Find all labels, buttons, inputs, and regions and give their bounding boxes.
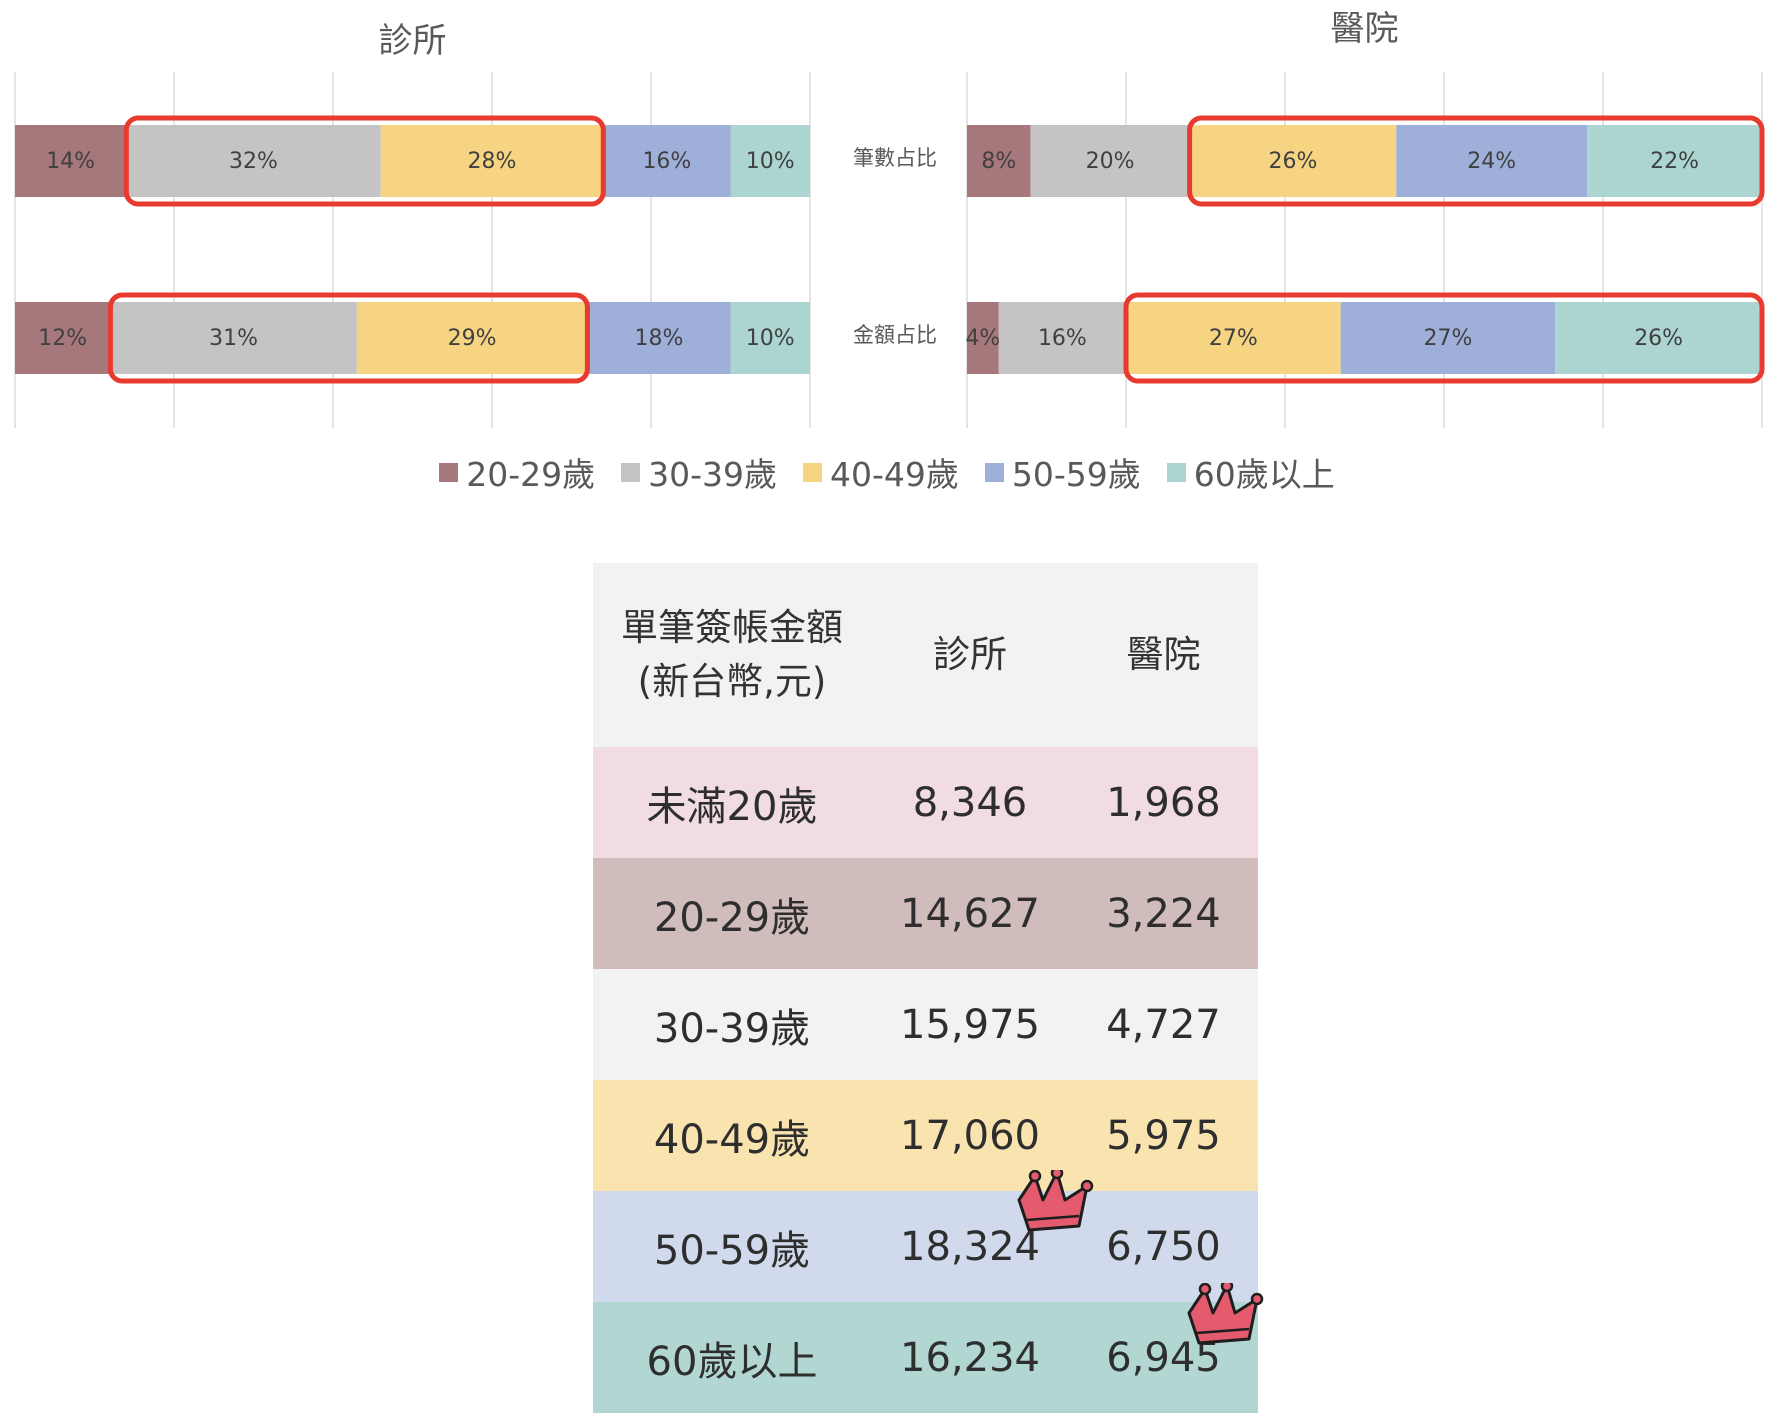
data-label: 8% xyxy=(981,149,1016,174)
crown-icon xyxy=(1017,1170,1094,1232)
legend-label: 60歲以上 xyxy=(1193,455,1335,494)
legend-label: 30-39歲 xyxy=(648,455,777,494)
bar-segment-60 xyxy=(1555,302,1762,374)
cell-age: 50-59歲 xyxy=(653,1227,811,1274)
cell-age: 60歲以上 xyxy=(646,1338,818,1385)
legend-label: 20-29歲 xyxy=(466,455,596,494)
legend-swatch xyxy=(984,462,1004,482)
legend-label: 40-49歲 xyxy=(830,455,959,494)
bar-segment-30-39 xyxy=(1030,125,1190,197)
highlight-box xyxy=(123,115,606,207)
category-label: 金額占比 xyxy=(853,323,937,347)
legend-item: 40-49歲 xyxy=(803,448,959,496)
data-label: 22% xyxy=(1650,149,1699,174)
bar-segment-60 xyxy=(730,302,810,374)
panel-title: 醫院 xyxy=(1331,9,1399,49)
bar-segment-40-49 xyxy=(1126,302,1341,374)
cell-age: 30-39歲 xyxy=(653,1005,811,1052)
data-label: 10% xyxy=(746,149,795,174)
legend-swatch xyxy=(1166,462,1186,482)
data-label: 24% xyxy=(1467,149,1516,174)
legend-swatch xyxy=(621,462,641,482)
highlight-box xyxy=(1123,292,1765,384)
header-hospital: 醫院 xyxy=(1126,633,1201,677)
bar-segment-50-59 xyxy=(587,302,731,374)
amount-table: 單筆簽帳金額 (新台幣,元) 診所 醫院 未滿20歲 8,346 1,968 20-2… xyxy=(593,563,1258,1413)
table-row: 30-39歲 15,975 4,727 xyxy=(593,969,1258,1080)
data-label: 27% xyxy=(1209,326,1258,351)
data-label: 14% xyxy=(46,149,95,174)
data-label: 4% xyxy=(965,326,1000,351)
data-label: 16% xyxy=(642,149,691,174)
data-label: 16% xyxy=(1038,326,1087,351)
table-row: 未滿20歲 8,346 1,968 xyxy=(593,747,1258,858)
cell-hospital: 6,750 xyxy=(1106,1223,1221,1270)
panel-title: 診所 xyxy=(379,21,447,61)
data-label: 26% xyxy=(1634,326,1683,351)
data-label: 32% xyxy=(229,149,278,174)
header-amount-line2: (新台幣,元) xyxy=(637,660,827,703)
legend-item: 60歲以上 xyxy=(1166,448,1335,496)
bar-segment-20-29 xyxy=(967,125,1031,197)
bar-segment-60 xyxy=(730,125,810,197)
chart-legend: 20-29歲 30-39歲 40-49歲 50-59歲 60歲以上 xyxy=(0,448,1774,496)
cell-clinic: 14,627 xyxy=(900,890,1040,937)
legend-item: 50-59歲 xyxy=(984,448,1141,496)
stacked-bar-chart: 診所 14% 32% 28% 16% 10% 12% 31% 29% 18% 10% 醫院 8% 20% 2… xyxy=(14,9,1765,428)
data-label: 29% xyxy=(448,326,497,351)
cell-clinic: 16,234 xyxy=(900,1334,1040,1381)
table-row: 20-29歲 14,627 3,224 xyxy=(593,858,1258,969)
data-label: 28% xyxy=(468,149,517,174)
bar-segment-20-29 xyxy=(15,125,127,197)
bar-segment-60 xyxy=(1587,125,1762,197)
legend-swatch xyxy=(439,462,459,482)
data-label: 27% xyxy=(1424,326,1473,351)
table-header-row: 單筆簽帳金額 (新台幣,元) 診所 醫院 xyxy=(593,563,1258,747)
legend-item: 20-29歲 xyxy=(439,448,595,496)
cell-age: 未滿20歲 xyxy=(646,783,818,830)
header-clinic: 診所 xyxy=(933,633,1007,677)
cell-clinic: 8,346 xyxy=(912,779,1028,826)
header-amount: 單筆簽帳金額 (新台幣,元) xyxy=(593,563,871,747)
legend-item: 30-39歲 xyxy=(621,448,777,496)
cell-clinic: 17,060 xyxy=(900,1112,1040,1159)
bar-segment-50-59 xyxy=(1396,125,1588,197)
cell-hospital: 3,224 xyxy=(1106,890,1221,937)
cell-hospital: 5,975 xyxy=(1106,1112,1221,1159)
table-row: 60歲以上 16,234 6,945 xyxy=(593,1302,1258,1413)
highlight-box xyxy=(1187,115,1765,207)
cell-hospital: 1,968 xyxy=(1106,779,1221,826)
data-label: 31% xyxy=(209,326,258,351)
legend-label: 50-59歲 xyxy=(1011,455,1141,494)
bar-segment-20-29 xyxy=(967,302,999,374)
bar-segment-20-29 xyxy=(15,302,111,374)
table-row: 40-49歲 17,060 5,975 xyxy=(593,1080,1258,1191)
table-row: 50-59歲 18,324 6,750 xyxy=(593,1191,1258,1302)
bar-segment-40-49 xyxy=(1189,125,1397,197)
crown-icon xyxy=(1187,1283,1264,1345)
header-amount-line1: 單筆簽帳金額 xyxy=(621,606,843,650)
bar-segment-50-59 xyxy=(1340,302,1556,374)
data-label: 12% xyxy=(38,326,87,351)
bar-segment-50-59 xyxy=(603,125,731,197)
cell-hospital: 4,727 xyxy=(1106,1001,1221,1048)
category-label: 筆數占比 xyxy=(853,146,937,170)
bar-segment-30-39 xyxy=(110,302,357,374)
bar-segment-30-39 xyxy=(126,125,381,197)
bar-segment-30-39 xyxy=(998,302,1126,374)
data-label: 18% xyxy=(634,326,683,351)
data-label: 10% xyxy=(746,326,795,351)
data-label: 26% xyxy=(1268,149,1317,174)
legend-swatch xyxy=(803,462,822,482)
cell-clinic: 15,975 xyxy=(900,1001,1040,1048)
bar-segment-40-49 xyxy=(356,302,588,374)
bar-segment-40-49 xyxy=(380,125,604,197)
cell-clinic: 18,324 xyxy=(900,1223,1040,1270)
data-label: 20% xyxy=(1086,149,1135,174)
cell-age: 20-29歲 xyxy=(653,894,811,941)
highlight-box xyxy=(107,292,590,384)
cell-age: 40-49歲 xyxy=(653,1116,811,1163)
